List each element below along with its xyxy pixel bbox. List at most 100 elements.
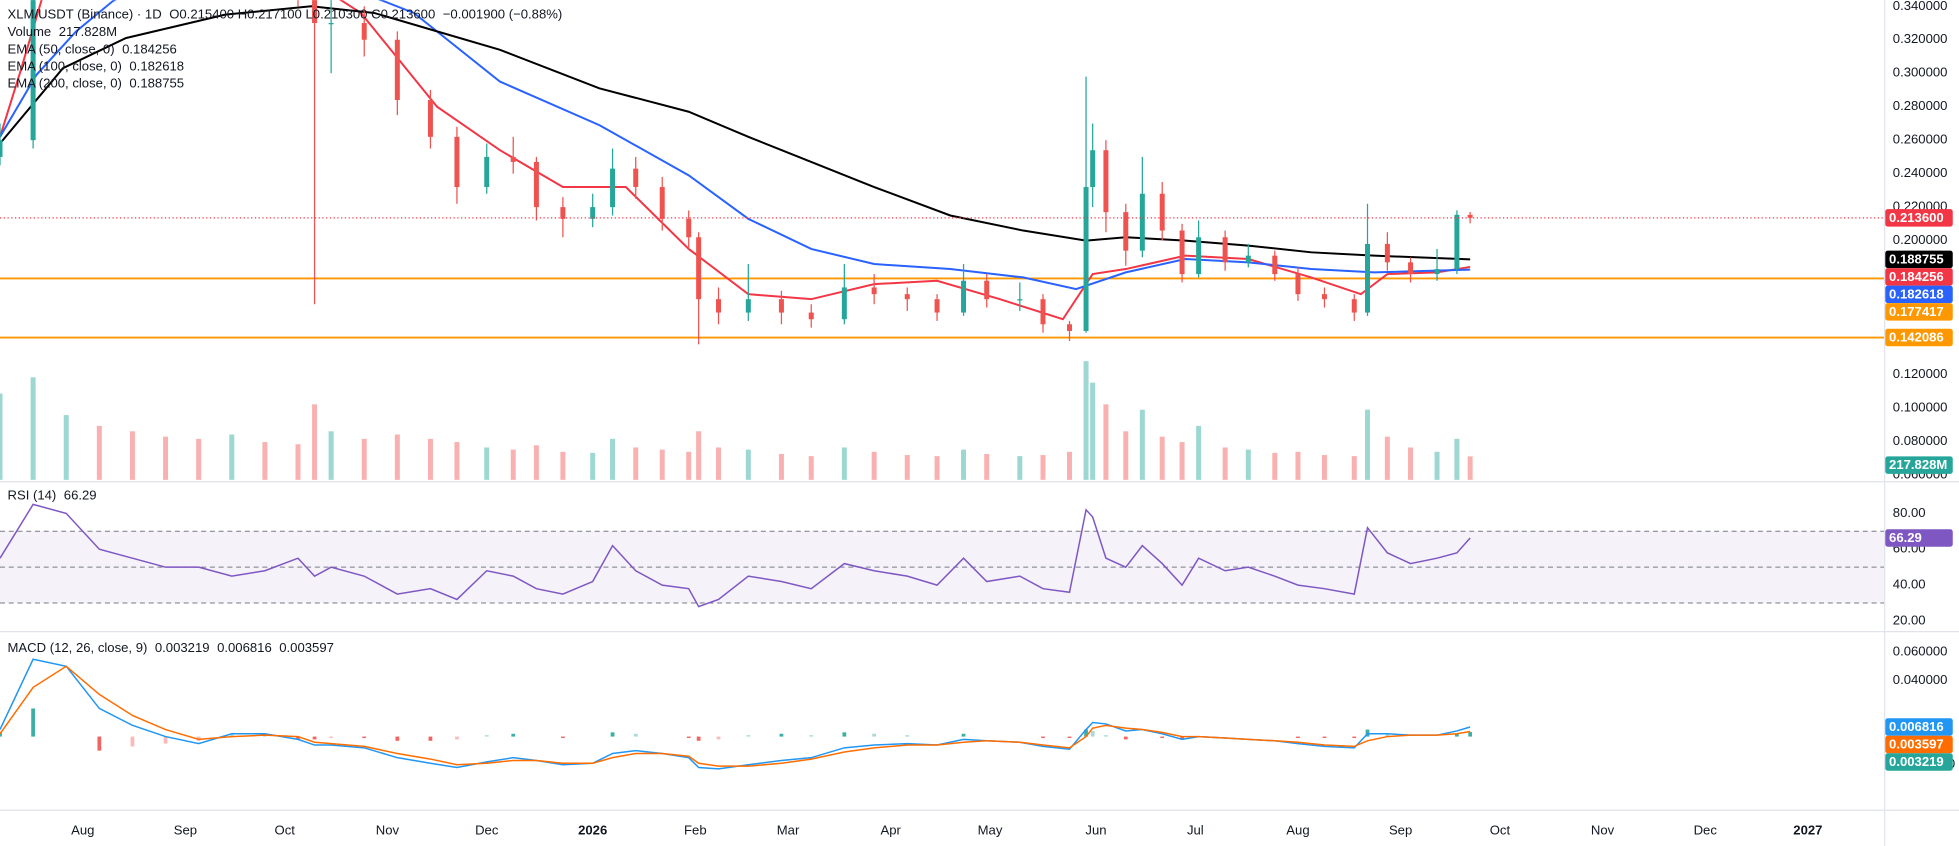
volume-bar xyxy=(560,451,566,480)
candle-body xyxy=(778,299,784,313)
candle-body xyxy=(1040,299,1046,325)
macd-histogram-bar xyxy=(1084,729,1088,737)
macd-histogram-bar xyxy=(961,733,966,737)
volume-bar xyxy=(1139,409,1145,480)
rsi-plot xyxy=(0,503,1885,608)
x-tick-label: Jun xyxy=(1085,822,1106,837)
volume-bar xyxy=(1040,455,1046,480)
volume-bar xyxy=(716,447,722,480)
candle-body xyxy=(841,287,847,320)
price-badge-label: 0.006816 xyxy=(1889,719,1944,734)
volume-bar xyxy=(659,449,665,480)
volume-bar xyxy=(1066,451,1072,480)
x-tick-label: Oct xyxy=(275,822,296,837)
volume-bar xyxy=(871,451,877,480)
legend-value: 0.184256 xyxy=(122,42,177,57)
volume-bar xyxy=(961,449,967,480)
macd-histogram-bar xyxy=(1067,736,1072,738)
price-badge xyxy=(1885,529,1953,547)
volume-bar xyxy=(1272,452,1278,480)
y-tick-label: 0.300000 xyxy=(1893,65,1948,80)
candle-body xyxy=(1467,214,1473,218)
rsi-line xyxy=(0,503,1471,608)
y-tick-label: 80.00 xyxy=(1893,505,1926,520)
volume-bar xyxy=(1321,455,1327,480)
volume-bar xyxy=(0,393,3,480)
macd-histogram-bar xyxy=(779,733,784,737)
volume-bar xyxy=(1090,382,1096,480)
price-badge xyxy=(1885,328,1953,347)
y-tick-label: 0.060000 xyxy=(1893,644,1948,659)
macd-histogram-bar xyxy=(484,735,489,737)
x-tick-label: Aug xyxy=(1286,822,1309,837)
candle-body xyxy=(1222,237,1228,263)
volume-bar xyxy=(1434,451,1440,480)
price-badge xyxy=(1885,250,1953,269)
x-tick-label: Jul xyxy=(1187,822,1204,837)
candle-body xyxy=(394,39,400,101)
volume-bar xyxy=(533,445,539,480)
volume-bar xyxy=(1179,442,1185,480)
volume-bar xyxy=(696,431,702,480)
y-tick-label: 0.080000 xyxy=(1893,433,1948,448)
candle-body xyxy=(696,237,702,300)
volume-bar xyxy=(1017,456,1023,480)
volume-bar xyxy=(610,438,616,480)
macd-histogram-bar xyxy=(1468,732,1473,737)
x-tick-label: Aug xyxy=(71,822,94,837)
price-badge-label: 0.184256 xyxy=(1889,269,1944,284)
x-tick-label: Dec xyxy=(475,822,499,837)
x-tick-label: Feb xyxy=(684,822,707,837)
volume-bar xyxy=(1245,449,1251,480)
volume-bar xyxy=(590,452,596,480)
ema-line xyxy=(0,0,1471,321)
volume-bar xyxy=(633,447,639,480)
macd-histogram-bar xyxy=(329,736,333,738)
macd-histogram-bar xyxy=(1385,733,1390,737)
price-badge xyxy=(1885,209,1953,227)
volume-bar xyxy=(808,456,814,480)
candle-body xyxy=(1408,262,1414,275)
macd-histogram-bar xyxy=(229,733,234,737)
y-tick-label: 20.00 xyxy=(1893,612,1926,627)
candle-body xyxy=(1454,214,1460,270)
macd-histogram-bar xyxy=(561,736,565,738)
candle-body xyxy=(659,187,665,219)
ema-line xyxy=(0,5,1471,261)
volume-bar xyxy=(394,434,400,480)
y-tick-label: 0.240000 xyxy=(1893,165,1948,180)
x-tick-label: 2027 xyxy=(1793,822,1822,837)
macd-histogram-bar xyxy=(395,736,400,741)
candle-body xyxy=(328,23,334,25)
legend-value: 0.003219 xyxy=(155,640,210,655)
candle-body xyxy=(312,0,318,24)
macd-histogram-bar xyxy=(905,735,910,737)
legend-value: 217.828M xyxy=(59,24,117,39)
candle-body xyxy=(427,100,433,137)
volume-bar xyxy=(934,456,940,480)
candle-body xyxy=(484,156,490,188)
macd-histogram-bar xyxy=(130,736,135,747)
volume-bar xyxy=(1351,456,1357,480)
y-tick-label: 0.200000 xyxy=(1893,232,1948,247)
volume-bar xyxy=(484,447,490,480)
volume-bar xyxy=(1196,425,1202,480)
macd-histogram-bar xyxy=(842,732,847,737)
volume-bar xyxy=(96,425,102,480)
legend-value: 0.003597 xyxy=(279,640,334,655)
y-tick-label: 0.340000 xyxy=(1893,0,1948,13)
candle-body xyxy=(1245,255,1251,263)
macd-histogram-bar xyxy=(428,736,433,741)
candle-body xyxy=(808,312,814,320)
symbol-title: XLM/USDT (Binance) · 1D xyxy=(7,7,161,22)
macd-histogram-bar xyxy=(312,736,317,740)
candle-body xyxy=(871,287,877,295)
volume-bar xyxy=(1467,456,1473,480)
x-tick-label: Nov xyxy=(1591,822,1615,837)
price-badge-label: 66.29 xyxy=(1889,530,1922,545)
candle-body xyxy=(590,207,596,219)
volume-bar xyxy=(1083,361,1089,480)
volume-bar xyxy=(745,449,751,480)
price-change: −0.001900 (−0.88%) xyxy=(443,7,563,22)
